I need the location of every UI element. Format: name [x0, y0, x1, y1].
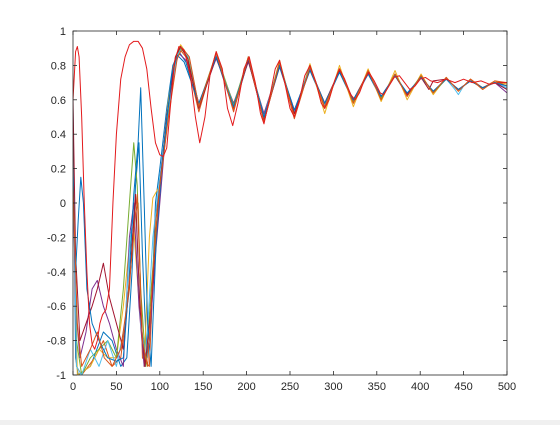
x-tick-label: 350	[368, 381, 386, 393]
x-tick-label: 400	[411, 381, 429, 393]
x-tick-label: 300	[324, 381, 342, 393]
y-tick-label: 1	[60, 26, 66, 38]
y-tick-label: -0.2	[47, 232, 66, 244]
y-tick-label: 0.4	[51, 129, 66, 141]
series-line-10	[73, 40, 507, 350]
x-tick-label: 450	[454, 381, 472, 393]
x-tick-label: 500	[498, 381, 516, 393]
x-tick-label: 100	[151, 381, 169, 393]
y-tick-label: 0	[60, 198, 66, 210]
y-tick-label: -0.8	[47, 336, 66, 348]
y-tick-label: -0.6	[47, 301, 66, 313]
axes-layer: 0 50 100 150 200 250 300 350 400 450 500 -1 -0.8 -0.6…	[47, 26, 516, 393]
y-tick-label: 0.8	[51, 60, 66, 72]
y-tick-label: -0.4	[47, 267, 66, 279]
y-tick-label: 0.2	[51, 164, 66, 176]
series-layer	[73, 40, 507, 375]
x-tick-label: 50	[110, 381, 122, 393]
x-tick-label: 0	[70, 381, 76, 393]
y-tick-label: -1	[56, 370, 66, 382]
x-tick-label: 250	[281, 381, 299, 393]
x-tick-label: 200	[237, 381, 255, 393]
x-tick-label: 150	[194, 381, 212, 393]
y-tick-label: 0.6	[51, 95, 66, 107]
